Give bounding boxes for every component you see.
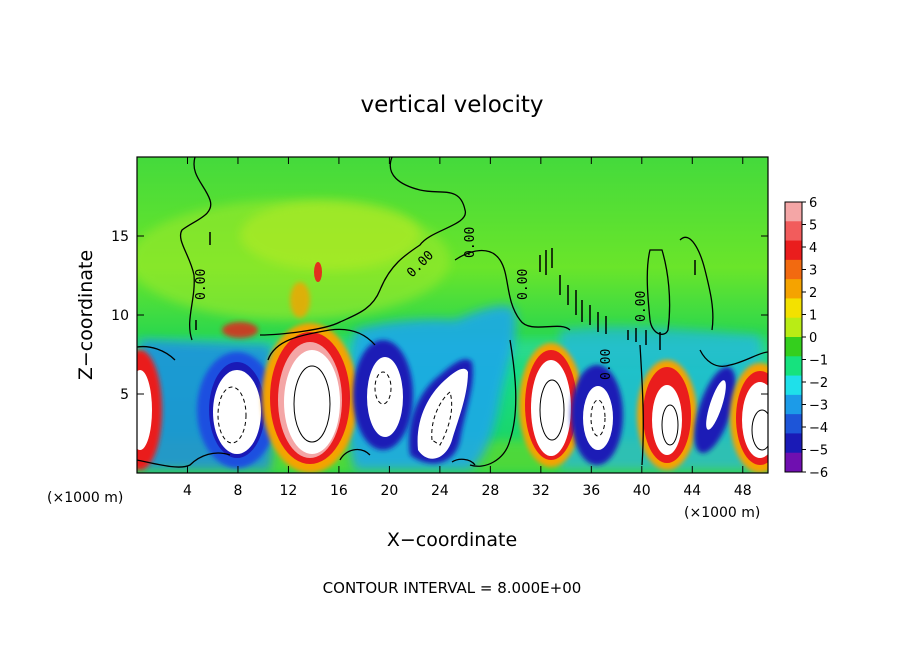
contour-label-4: 0.00 xyxy=(516,269,531,300)
colorbar-swatch xyxy=(785,337,802,357)
cell-x20-downdraft xyxy=(353,340,413,450)
colorbar-swatch xyxy=(785,279,802,299)
colorbar-swatch xyxy=(785,298,802,319)
x-tick-label: 48 xyxy=(734,483,752,499)
zero-contour-bottom xyxy=(137,328,768,467)
zero-contour-right-c xyxy=(679,236,714,331)
colorbar-label: 5 xyxy=(809,219,817,234)
x-tick-label: 4 xyxy=(183,483,192,499)
zero-contours xyxy=(137,157,768,468)
colorbar-swatch xyxy=(785,375,802,396)
contour-spikes xyxy=(195,232,696,350)
cell-x46-downdraft xyxy=(694,366,736,454)
y-tick-label: 15 xyxy=(111,229,129,245)
y-tick-label: 5 xyxy=(120,387,129,403)
colorbar-label: 3 xyxy=(809,264,817,279)
x-tick-label: 40 xyxy=(633,483,651,499)
colorbar-swatch xyxy=(785,433,802,454)
colorbar-label: −3 xyxy=(809,399,828,414)
upper-yellow-zone-2 xyxy=(240,200,420,270)
zero-contour-right-a xyxy=(454,249,571,331)
x-tick-label: 12 xyxy=(280,483,298,499)
contour-label-1: 0.00 xyxy=(194,269,209,300)
contour-interval-note: CONTOUR INTERVAL = 8.000E+00 xyxy=(323,579,582,597)
x-tick-label: 16 xyxy=(330,483,348,499)
y-axis-label: Z−coordinate xyxy=(75,250,97,380)
colorbar-label: −6 xyxy=(809,466,828,481)
x-tick-label: 36 xyxy=(582,483,600,499)
colorbar-swatch xyxy=(785,202,802,222)
colorbar: 6 5 4 3 2 1 0 −1 −2 −3 −4 −5 −6 xyxy=(784,196,828,481)
warm-patch-aloft-2 xyxy=(290,282,310,318)
cell-x42-updraft xyxy=(637,360,697,470)
x-tick-label: 24 xyxy=(431,483,449,499)
plot-field: 0.00 0.00 0.00 0.00 0.00 0.00 xyxy=(137,157,768,473)
x-tick-label: 8 xyxy=(233,483,242,499)
colorbar-swatch xyxy=(785,414,802,434)
x-tick-label: 32 xyxy=(532,483,550,499)
zero-contour-low-mid xyxy=(339,448,476,466)
colorbar-swatch xyxy=(785,259,802,280)
zero-contour-upper xyxy=(179,157,212,341)
colorbar-swatch xyxy=(785,394,802,415)
x-unit-right: (×1000 m) xyxy=(684,505,760,521)
x-tick-label: 28 xyxy=(481,483,499,499)
colorbar-swatch xyxy=(785,452,802,473)
cell-x14-updraft xyxy=(262,323,358,473)
chart-title: vertical velocity xyxy=(361,92,544,118)
y-tick-label: 10 xyxy=(111,308,129,324)
cell-x24-downdraft xyxy=(409,359,473,464)
colorbar-swatch xyxy=(785,317,802,338)
colorbar-swatch xyxy=(785,356,802,377)
contour-labels: 0.00 0.00 0.00 0.00 0.00 0.00 xyxy=(194,227,649,380)
cell-x49-updraft xyxy=(730,363,768,473)
warm-patch-aloft-1 xyxy=(222,322,258,338)
zero-contour-low-left xyxy=(137,452,231,468)
x-axis-label: X−coordinate xyxy=(387,529,517,551)
cell-x33-updraft xyxy=(519,343,583,467)
colorbar-label: −5 xyxy=(809,444,828,459)
x-unit-left: (×1000 m) xyxy=(47,490,123,506)
x-tick-label: 20 xyxy=(380,483,398,499)
colorbar-label: −1 xyxy=(809,354,828,369)
colorbar-swatch xyxy=(785,221,802,242)
colorbar-label: 6 xyxy=(809,196,817,211)
contour-label-5: 0.00 xyxy=(634,291,649,322)
colorbar-swatch xyxy=(785,240,802,261)
colorbar-label: −2 xyxy=(809,376,828,391)
x-axis-ticks: 4 8 12 16 20 24 28 32 36 40 44 48 xyxy=(183,157,752,499)
zero-contour-right-b xyxy=(646,249,671,335)
x-tick-label: 44 xyxy=(683,483,701,499)
colorbar-label: −4 xyxy=(809,421,828,436)
colorbar-label: 4 xyxy=(809,241,817,256)
cell-x37-downdraft xyxy=(571,365,623,465)
cell-x8-downdraft xyxy=(197,352,277,468)
y-axis-ticks: 5 10 15 xyxy=(111,229,768,403)
zero-contour-mid xyxy=(259,157,466,336)
cell-left-edge xyxy=(137,350,162,470)
colorbar-label: 2 xyxy=(809,286,817,301)
colorbar-label: 0 xyxy=(809,331,817,346)
contour-label-6: 0.00 xyxy=(599,349,614,380)
contour-label-3: 0.00 xyxy=(463,227,478,258)
warm-patch-aloft-3 xyxy=(314,262,322,282)
colorbar-label: 1 xyxy=(809,309,817,324)
